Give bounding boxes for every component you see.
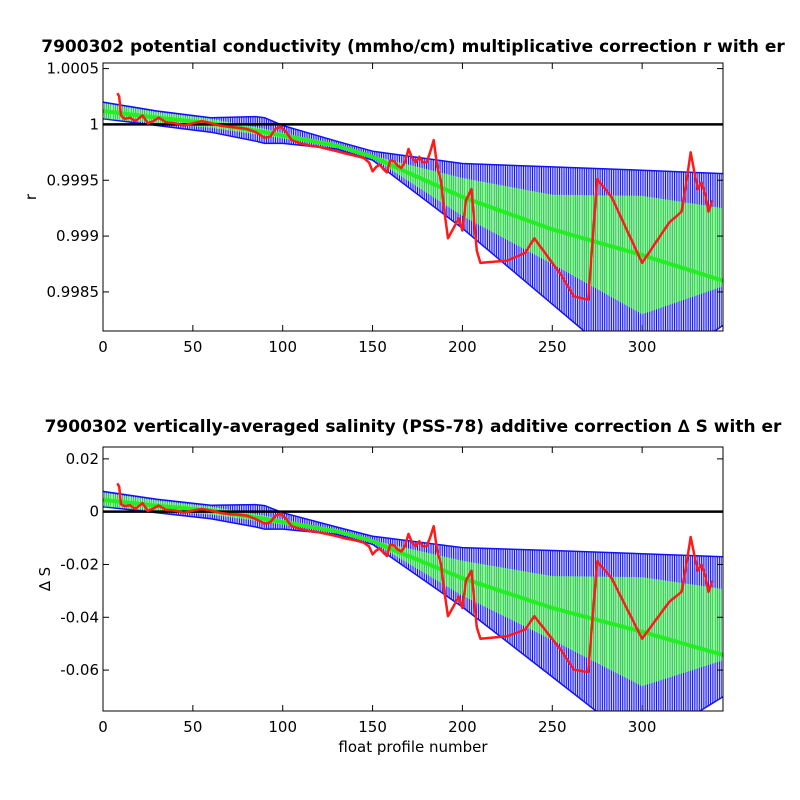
y-tick-label: 0.9985: [47, 283, 100, 301]
y-axis-label: r: [22, 193, 40, 200]
plot-area: [103, 92, 723, 331]
y-tick-label: 0.02: [66, 450, 99, 468]
x-tick-label: 150: [358, 338, 387, 356]
fit-error-bars: [104, 492, 723, 687]
x-tick-label: 200: [448, 718, 477, 736]
x-tick-label: 100: [268, 718, 297, 736]
raw-correction-line: [116, 92, 714, 301]
axes: 0 50 100 150 200 250 300 0.9985 0.999 0.9995 1 1.00…: [47, 60, 724, 356]
x-axis-label: float profile number: [338, 738, 488, 756]
y-axis-label: ∆ S: [36, 567, 54, 592]
x-tick-label: 0: [98, 338, 108, 356]
fit-error-bars: [104, 103, 723, 315]
x-tick-label: 250: [538, 718, 567, 736]
x-tick-label: 50: [183, 718, 202, 736]
x-tick-label: 200: [448, 338, 477, 356]
y-tick-label: 1: [89, 115, 99, 133]
chart-title: 7900302 vertically-averaged salinity (PS…: [45, 417, 782, 437]
chart-conductivity-correction: 7900302 potential conductivity (mmho/cm)…: [22, 37, 785, 356]
axes-frame: [102, 62, 724, 332]
y-tick-label: -0.06: [60, 661, 99, 679]
axes-frame: [102, 446, 724, 712]
plot-area: [103, 482, 723, 711]
x-tick-label: 50: [183, 338, 202, 356]
chart-salinity-correction: 7900302 vertically-averaged salinity (PS…: [36, 417, 782, 756]
y-tick-label: 1.0005: [47, 60, 100, 78]
y-tick-label: 0.999: [56, 227, 99, 245]
error-bars: [104, 491, 723, 711]
y-tick-label: 0.9995: [47, 171, 100, 189]
x-tick-label: 0: [98, 718, 108, 736]
x-tick-label: 100: [268, 338, 297, 356]
chart-title: 7900302 potential conductivity (mmho/cm)…: [41, 37, 785, 57]
y-tick-label: -0.02: [60, 555, 99, 573]
error-envelope-upper: [103, 490, 723, 558]
axes: 0 50 100 150 200 250 300 -0.06 -0.04 -0.02 0 0.02: [60, 446, 724, 736]
y-tick-label: 0: [89, 503, 99, 521]
y-tick-label: -0.04: [60, 608, 99, 626]
x-tick-label: 150: [358, 718, 387, 736]
x-tick-label: 300: [628, 718, 657, 736]
x-tick-label: 300: [628, 338, 657, 356]
raw-correction-line: [116, 482, 714, 674]
x-tick-label: 250: [538, 338, 567, 356]
error-envelope-upper: [103, 101, 723, 175]
